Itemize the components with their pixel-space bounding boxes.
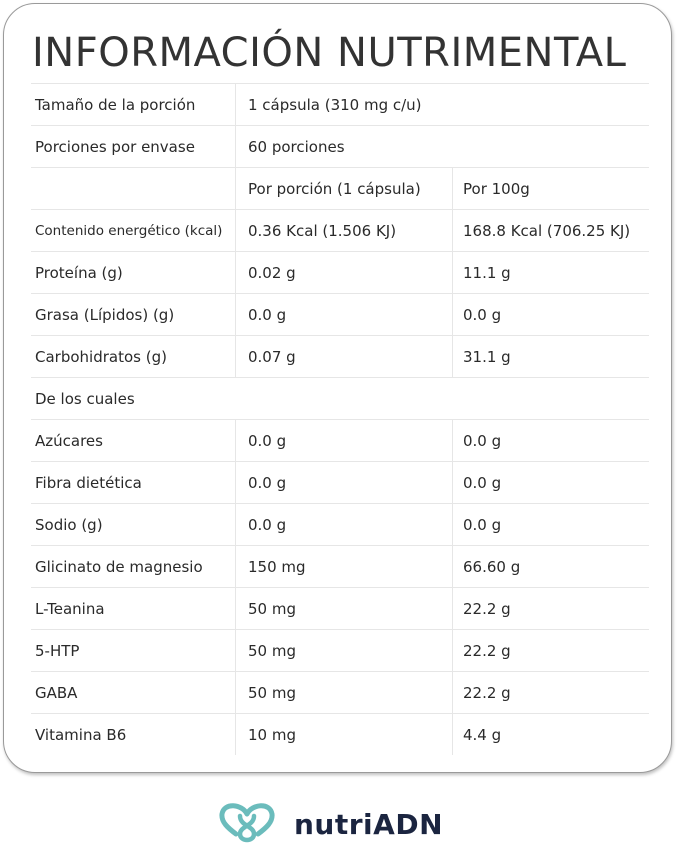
per-serving-value: 0.36 Kcal (1.506 KJ) [235,209,453,252]
table-header-row: Por porción (1 cápsula) Por 100g [31,167,649,210]
per-100g-value: 66.60 g [452,545,649,588]
row-label: L-Teanina [31,587,236,630]
per-100g-value: 22.2 g [452,671,649,714]
per-100g-value: 0.0 g [452,293,649,336]
table-row: Porciones por envase 60 porciones [31,125,649,168]
table-row: Glicinato de magnesio 150 mg 66.60 g [31,545,649,588]
table-row: Tamaño de la porción 1 cápsula (310 mg c… [31,83,649,126]
table-row: Grasa (Lípidos) (g) 0.0 g 0.0 g [31,293,649,336]
table-row: Proteína (g) 0.02 g 11.1 g [31,251,649,294]
table-row: Carbohidratos (g) 0.07 g 31.1 g [31,335,649,378]
heart-dna-icon [219,803,275,843]
per-100g-value: 0.0 g [452,503,649,546]
header-per-serving: Por porción (1 cápsula) [235,167,453,210]
row-label: Porciones por envase [31,125,236,168]
brand-logo: nutriADN [218,800,443,848]
row-label: Sodio (g) [31,503,236,546]
per-100g-value: 0.0 g [452,419,649,462]
page-title: INFORMACIÓN NUTRIMENTAL [32,30,627,76]
empty-cell [31,167,236,210]
table-row: Azúcares 0.0 g 0.0 g [31,419,649,462]
row-label: Vitamina B6 [31,713,236,755]
brand-name: nutriADN [294,807,444,841]
per-serving-value: 150 mg [235,545,453,588]
per-serving-value: 0.0 g [235,419,453,462]
row-label: Fibra dietética [31,461,236,504]
per-100g-value: 168.8 Kcal (706.25 KJ) [452,209,649,252]
per-serving-value: 0.0 g [235,503,453,546]
table-row: Fibra dietética 0.0 g 0.0 g [31,461,649,504]
table-row: L-Teanina 50 mg 22.2 g [31,587,649,630]
row-label: Proteína (g) [31,251,236,294]
table-row: Sodio (g) 0.0 g 0.0 g [31,503,649,546]
table-row: GABA 50 mg 22.2 g [31,671,649,714]
per-serving-value: 50 mg [235,587,453,630]
per-serving-value: 0.0 g [235,293,453,336]
per-serving-value: 0.07 g [235,335,453,378]
table-row: Vitamina B6 10 mg 4.4 g [31,713,649,755]
per-serving-value: 10 mg [235,713,453,755]
row-value: 1 cápsula (310 mg c/u) [235,83,649,126]
row-label: Azúcares [31,419,236,462]
row-label: GABA [31,671,236,714]
per-100g-value: 11.1 g [452,251,649,294]
per-100g-value: 4.4 g [452,713,649,755]
row-label: 5-HTP [31,629,236,672]
per-serving-value: 50 mg [235,671,453,714]
table-row: Contenido energético (kcal) 0.36 Kcal (1… [31,209,649,252]
subheading: De los cuales [31,377,649,420]
row-label: Carbohidratos (g) [31,335,236,378]
nutrition-table: Tamaño de la porción 1 cápsula (310 mg c… [31,83,649,755]
per-serving-value: 0.0 g [235,461,453,504]
per-serving-value: 50 mg [235,629,453,672]
header-per-100g: Por 100g [452,167,649,210]
per-100g-value: 22.2 g [452,587,649,630]
table-row: 5-HTP 50 mg 22.2 g [31,629,649,672]
per-100g-value: 22.2 g [452,629,649,672]
per-serving-value: 0.02 g [235,251,453,294]
subheading-row: De los cuales [31,377,649,420]
row-label: Grasa (Lípidos) (g) [31,293,236,336]
per-100g-value: 31.1 g [452,335,649,378]
row-label: Contenido energético (kcal) [31,209,236,252]
row-value: 60 porciones [235,125,649,168]
row-label: Glicinato de magnesio [31,545,236,588]
row-label: Tamaño de la porción [31,83,236,126]
per-100g-value: 0.0 g [452,461,649,504]
